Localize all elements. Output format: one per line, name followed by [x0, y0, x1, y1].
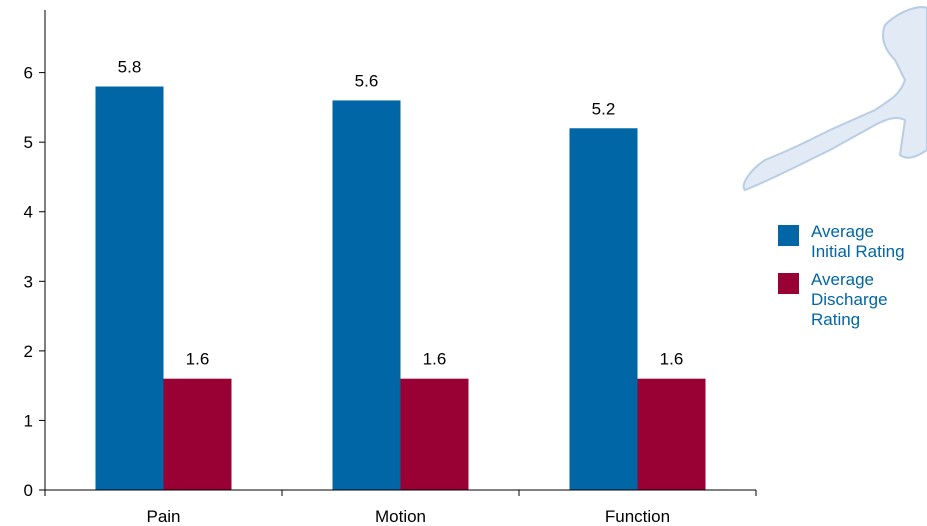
x-tick-label-function: Function: [605, 507, 670, 526]
legend-swatch-discharge: [778, 273, 799, 294]
x-tick-label-motion: Motion: [375, 507, 426, 526]
bar-motion-series-2: [400, 378, 469, 490]
y-tick-label-5: 5: [24, 133, 33, 152]
y-tick-label-3: 3: [24, 272, 33, 291]
y-tick-label-6: 6: [24, 64, 33, 83]
y-tick-label-0: 0: [24, 481, 33, 500]
legend-label-initial: Average Initial Rating: [811, 222, 905, 261]
y-tick-label-1: 1: [24, 411, 33, 430]
bar-function-series-2: [637, 378, 706, 490]
y-tick-label-2: 2: [24, 342, 33, 361]
bar-pain-series-1: [95, 86, 164, 491]
bar-pain-series-2: [163, 378, 232, 490]
legend-item-initial: Average Initial Rating: [778, 222, 905, 262]
legend-swatch-initial: [778, 225, 799, 246]
data-label-function-series-2: 1.6: [660, 350, 684, 369]
x-tick-label-pain: Pain: [146, 507, 180, 526]
y-tick-label-4: 4: [24, 203, 33, 222]
data-label-function-series-1: 5.2: [592, 99, 616, 118]
legend: Average Initial Rating Average Discharge…: [778, 222, 905, 338]
bar-function-series-1: [569, 128, 638, 490]
arm-outline-icon: [742, 6, 927, 192]
data-label-pain-series-1: 5.8: [118, 58, 142, 77]
bar-motion-series-1: [332, 100, 401, 490]
legend-label-discharge: Average Discharge Rating: [811, 270, 888, 329]
data-label-motion-series-2: 1.6: [423, 350, 447, 369]
data-label-motion-series-1: 5.6: [355, 71, 379, 90]
legend-item-discharge: Average Discharge Rating: [778, 270, 905, 330]
data-label-pain-series-2: 1.6: [186, 350, 210, 369]
